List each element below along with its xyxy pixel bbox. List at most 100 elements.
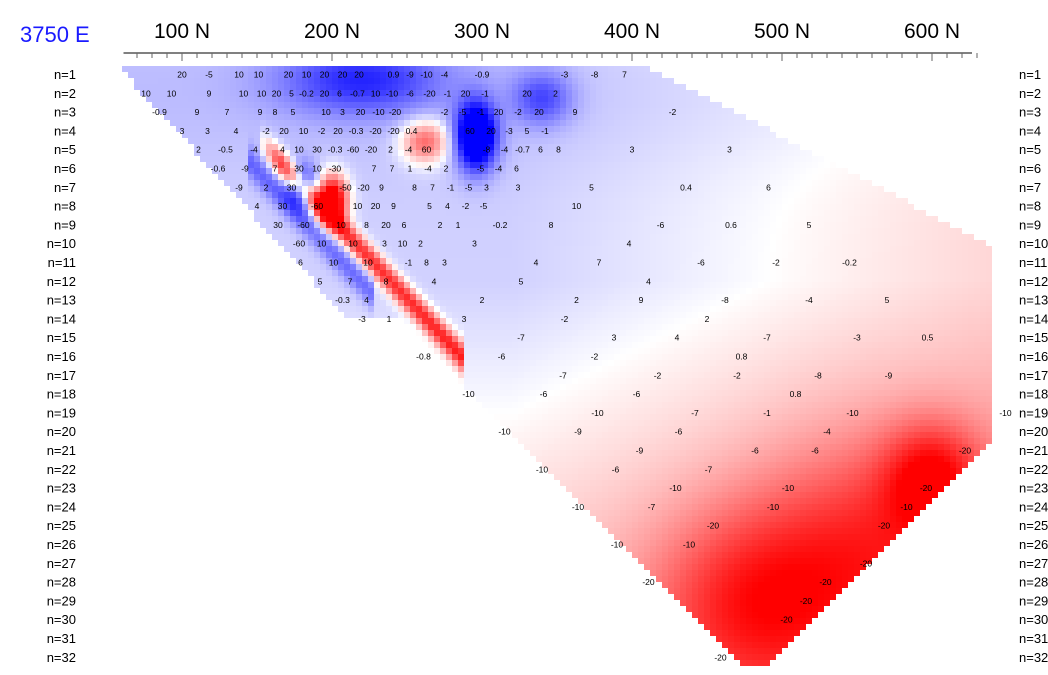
- heatmap-cell: [614, 198, 620, 204]
- heatmap-cell: [878, 228, 884, 234]
- heatmap-cell: [362, 96, 368, 102]
- heatmap-cell: [878, 288, 884, 294]
- heatmap-cell: [176, 84, 182, 90]
- heatmap-cell: [626, 174, 632, 180]
- heatmap-cell: [608, 210, 614, 216]
- heatmap-cell: [632, 66, 638, 72]
- heatmap-cell: [692, 282, 698, 288]
- heatmap-cell: [518, 186, 524, 192]
- heatmap-cell: [386, 240, 392, 246]
- heatmap-cell: [422, 288, 428, 294]
- heatmap-cell: [476, 318, 482, 324]
- heatmap-cell: [752, 120, 758, 126]
- heatmap-cell: [722, 132, 728, 138]
- heatmap-cell: [428, 258, 434, 264]
- heatmap-cell: [392, 108, 398, 114]
- heatmap-cell: [596, 96, 602, 102]
- heatmap-cell: [614, 222, 620, 228]
- heatmap-cell: [434, 132, 440, 138]
- heatmap-cell: [698, 198, 704, 204]
- heatmap-cell: [458, 204, 464, 210]
- heatmap-cell: [500, 318, 506, 324]
- heatmap-cell: [854, 198, 860, 204]
- heatmap-cell: [590, 282, 596, 288]
- heatmap-cell: [494, 114, 500, 120]
- heatmap-cell: [428, 150, 434, 156]
- heatmap-cell: [446, 168, 452, 174]
- heatmap-cell: [872, 234, 878, 240]
- heatmap-cell: [206, 90, 212, 96]
- heatmap-cell: [362, 78, 368, 84]
- heatmap-cell: [584, 102, 590, 108]
- heatmap-cell: [350, 258, 356, 264]
- heatmap-cell: [980, 270, 986, 276]
- heatmap-cell: [692, 348, 698, 354]
- heatmap-cell: [458, 162, 464, 168]
- heatmap-cell: [806, 336, 812, 342]
- heatmap-cell: [380, 108, 386, 114]
- heatmap-cell: [806, 180, 812, 186]
- heatmap-cell: [932, 294, 938, 300]
- heatmap-cell: [200, 102, 206, 108]
- heatmap-cell: [686, 210, 692, 216]
- heatmap-cell: [608, 258, 614, 264]
- heatmap-cell: [164, 66, 170, 72]
- heatmap-cell: [344, 282, 350, 288]
- heatmap-cell: [566, 222, 572, 228]
- heatmap-cell: [482, 258, 488, 264]
- heatmap-cell: [734, 282, 740, 288]
- heatmap-cell: [476, 264, 482, 270]
- heatmap-cell: [254, 216, 260, 222]
- heatmap-cell: [386, 132, 392, 138]
- heatmap-cell: [638, 288, 644, 294]
- heatmap-cell: [398, 198, 404, 204]
- heatmap-cell: [614, 90, 620, 96]
- heatmap-cell: [308, 186, 314, 192]
- heatmap-cell: [608, 276, 614, 282]
- heatmap-cell: [824, 252, 830, 258]
- heatmap-cell: [476, 312, 482, 318]
- heatmap-cell: [554, 294, 560, 300]
- heatmap-cell: [536, 312, 542, 318]
- heatmap-cell: [428, 204, 434, 210]
- heatmap-cell: [380, 102, 386, 108]
- heatmap-cell: [524, 126, 530, 132]
- heatmap-cell: [398, 222, 404, 228]
- heatmap-cell: [410, 114, 416, 120]
- heatmap-cell: [674, 156, 680, 162]
- heatmap-cell: [656, 348, 662, 354]
- heatmap-cell: [518, 84, 524, 90]
- heatmap-cell: [356, 270, 362, 276]
- heatmap-cell: [344, 138, 350, 144]
- heatmap-cell: [656, 84, 662, 90]
- heatmap-cell: [266, 210, 272, 216]
- heatmap-cell: [674, 246, 680, 252]
- heatmap-cell: [662, 180, 668, 186]
- heatmap-cell: [788, 342, 794, 348]
- heatmap-cell: [470, 306, 476, 312]
- heatmap-cell: [302, 168, 308, 174]
- heatmap-cell: [290, 78, 296, 84]
- heatmap-cell: [536, 294, 542, 300]
- heatmap-cell: [470, 300, 476, 306]
- heatmap-cell: [542, 108, 548, 114]
- heatmap-cell: [350, 150, 356, 156]
- heatmap-cell: [560, 342, 566, 348]
- heatmap-cell: [506, 162, 512, 168]
- heatmap-cell: [554, 330, 560, 336]
- heatmap-cell: [434, 234, 440, 240]
- heatmap-cell: [368, 258, 374, 264]
- heatmap-cell: [398, 192, 404, 198]
- heatmap-cell: [488, 84, 494, 90]
- heatmap-cell: [632, 276, 638, 282]
- heatmap-cell: [302, 144, 308, 150]
- heatmap-cell: [578, 210, 584, 216]
- heatmap-cell: [554, 210, 560, 216]
- heatmap-cell: [488, 192, 494, 198]
- heatmap-cell: [746, 306, 752, 312]
- heatmap-cell: [272, 198, 278, 204]
- heatmap-cell: [692, 246, 698, 252]
- heatmap-cell: [500, 342, 506, 348]
- heatmap-cell: [410, 198, 416, 204]
- heatmap-cell: [374, 78, 380, 84]
